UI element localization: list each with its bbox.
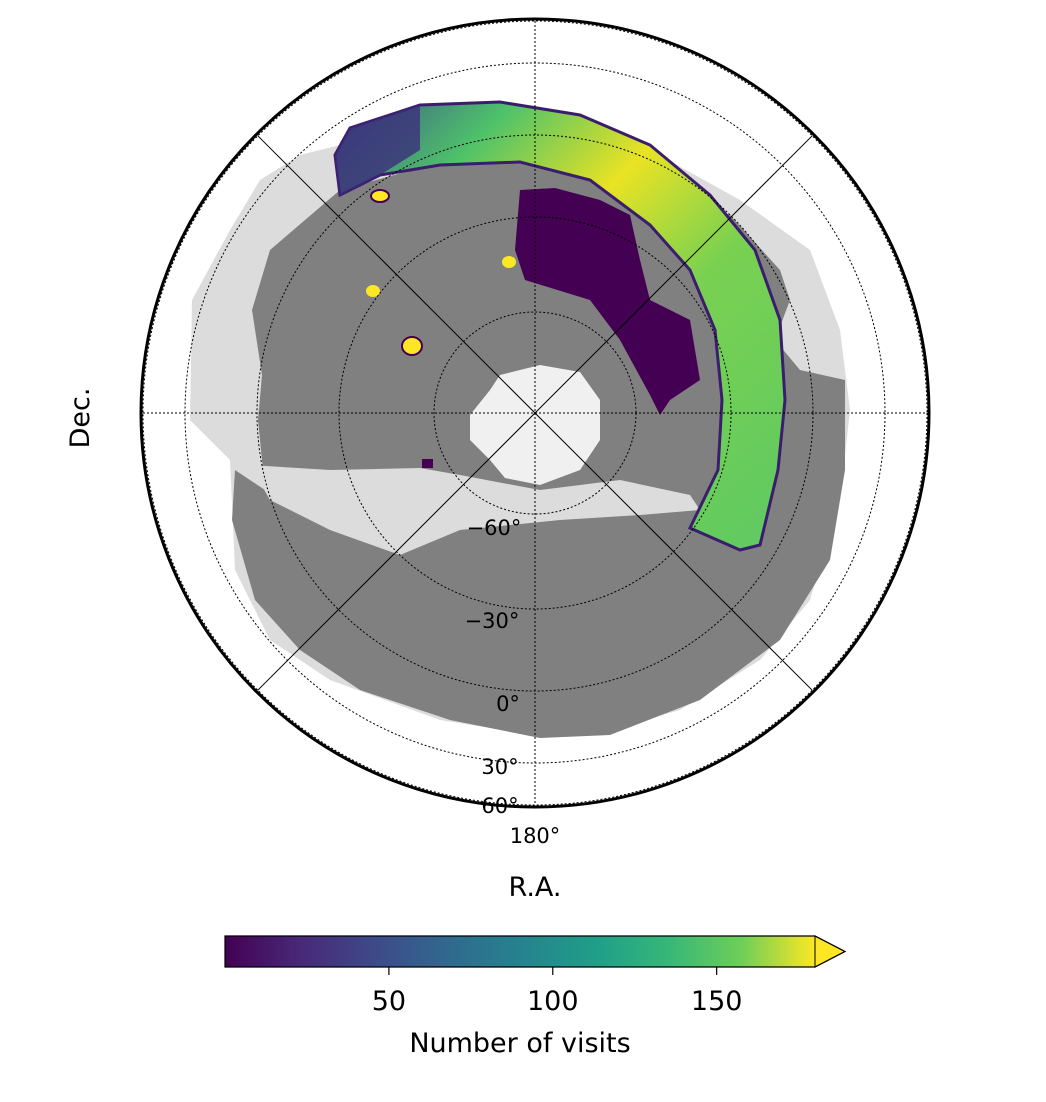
ra-meridian-3 bbox=[257, 135, 813, 691]
colorbar: 50 100 150 Number of visits bbox=[224, 935, 847, 1059]
dec-tick-label-30: 30° bbox=[481, 755, 518, 779]
dec-circle-4 bbox=[142, 20, 928, 806]
dec-tick-label-minus60: −60° bbox=[467, 516, 522, 540]
ra-tick-label-180: 180° bbox=[510, 824, 561, 848]
x-axis-label: R.A. bbox=[509, 872, 562, 903]
deep-drilling-field-4 bbox=[401, 336, 423, 356]
colorbar-tick-label-0: 50 bbox=[372, 986, 406, 1017]
colorbar-outline bbox=[224, 935, 847, 968]
colorbar-tick-label-2: 150 bbox=[691, 986, 743, 1017]
light-band-region bbox=[250, 465, 700, 555]
deep-drilling-field-1 bbox=[370, 189, 390, 203]
colorbar-ticks: 50 100 150 bbox=[372, 967, 743, 1017]
deep-drilling-field-2 bbox=[502, 256, 516, 268]
deep-drilling-field-3 bbox=[366, 285, 380, 297]
dec-tick-label-minus30: −30° bbox=[465, 609, 520, 633]
graticule bbox=[142, 20, 928, 806]
small-low-visit-spot bbox=[422, 459, 433, 468]
y-axis-label: Dec. bbox=[65, 388, 96, 449]
colorbar-extend-arrow bbox=[814, 935, 847, 968]
colorbar-tick-label-1: 100 bbox=[527, 986, 579, 1017]
dec-tick-label-0: 0° bbox=[496, 692, 520, 716]
colorbar-label: Number of visits bbox=[409, 1028, 630, 1059]
low-visit-patch bbox=[515, 188, 700, 415]
dec-tick-label-60: 60° bbox=[481, 794, 518, 818]
arc-start-edge bbox=[335, 105, 420, 195]
colorbar-gradient bbox=[225, 936, 815, 967]
high-visit-arc bbox=[333, 100, 787, 552]
sky-boundary-circle bbox=[139, 17, 931, 809]
